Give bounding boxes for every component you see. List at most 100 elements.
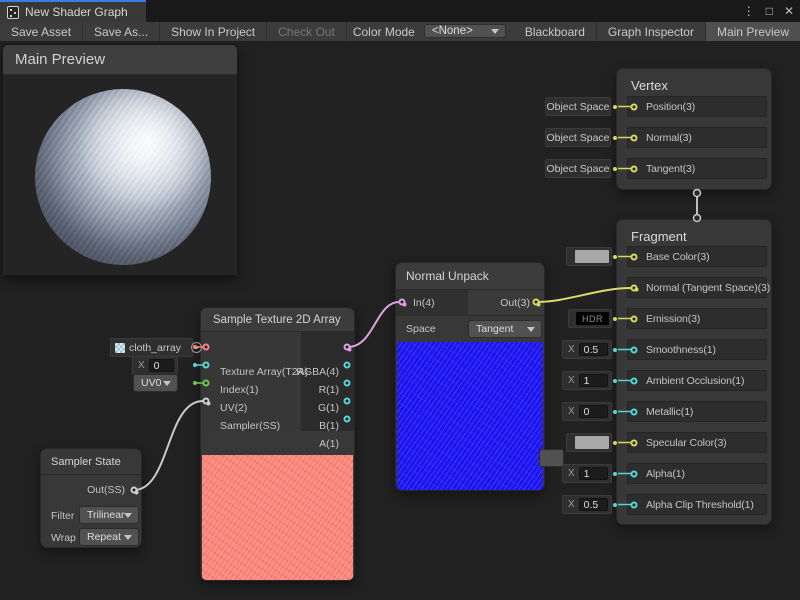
filter-label: Filter: [51, 510, 75, 522]
save-asset-button[interactable]: Save Asset: [0, 22, 84, 41]
uv-channel-dropdown[interactable]: UV0: [133, 374, 178, 392]
more-options-icon[interactable]: ⋮: [742, 4, 755, 18]
cloth-array-pill[interactable]: cloth_array: [110, 338, 202, 357]
blackboard-button[interactable]: Blackboard: [514, 22, 597, 41]
filter-dropdown[interactable]: Trilinear: [79, 506, 139, 524]
show-in-project-button[interactable]: Show In Project: [160, 22, 268, 41]
port-alpha-clip-threshold[interactable]: [630, 501, 638, 508]
slot-smoothness: Smoothness(1): [627, 339, 767, 360]
link-top-circle: [692, 188, 702, 198]
input-label-sampler: Sampler(SS): [220, 420, 281, 432]
port-normal-tangent-space[interactable]: [630, 284, 638, 292]
pill-dot: [613, 471, 617, 476]
alpha-value[interactable]: 1: [578, 467, 608, 480]
node-normal-unpack[interactable]: Normal Unpack In(4) Out(3) Space Tangent: [395, 262, 545, 491]
emission-hdr-swatch[interactable]: HDR: [568, 309, 612, 328]
maximize-icon[interactable]: □: [765, 4, 773, 18]
pill-dot: [613, 104, 617, 109]
color-swatch[interactable]: [575, 436, 609, 449]
port-specular-color[interactable]: [630, 439, 638, 446]
sample-texture-title[interactable]: Sample Texture 2D Array: [201, 308, 354, 332]
port-rgba-out[interactable]: [343, 343, 351, 351]
port-vertex-tangent[interactable]: [630, 165, 638, 172]
color-mode-value: <None>: [431, 25, 473, 37]
pill-dot: [613, 316, 617, 321]
port-texture-array-in[interactable]: [202, 343, 210, 351]
in-port-box: [396, 290, 468, 316]
port-metallic[interactable]: [630, 408, 638, 415]
space-pill-tangent[interactable]: Object Space: [545, 159, 611, 178]
port-b-out[interactable]: [343, 397, 351, 405]
port-index-in[interactable]: [202, 361, 210, 369]
port-emission[interactable]: [630, 315, 638, 322]
pill-dot: [613, 502, 617, 507]
node-vertex[interactable]: Vertex Position(3) Normal(3) Tangent(3): [616, 68, 772, 190]
wrap-dropdown[interactable]: Repeat: [79, 528, 139, 546]
chevron-down-icon: [527, 327, 535, 332]
preview-sphere[interactable]: [35, 89, 211, 265]
slot-label: Specular Color(3): [646, 436, 727, 449]
sampler-state-title[interactable]: Sampler State: [41, 449, 141, 475]
ambient-occlusion-value[interactable]: 1: [578, 374, 608, 387]
pill-dot: [613, 409, 617, 414]
color-swatch[interactable]: [575, 250, 609, 263]
space-dropdown[interactable]: Tangent: [468, 320, 542, 338]
sample-texture-body: Texture Array(T2A) Index(1) UV(2) Sample…: [201, 332, 354, 450]
port-ambient-occlusion[interactable]: [630, 377, 638, 384]
port-sampler-in[interactable]: [202, 397, 210, 405]
wrap-label: Wrap: [51, 532, 76, 544]
specular-color-swatch[interactable]: [566, 433, 612, 452]
graph-inspector-button[interactable]: Graph Inspector: [597, 22, 706, 41]
normal-unpack-ports: In(4) Out(3): [396, 290, 544, 316]
base-color-swatch[interactable]: [566, 247, 612, 266]
output-label-r: R(1): [318, 384, 339, 396]
uv-channel-value: UV0: [141, 377, 162, 389]
port-base-color[interactable]: [630, 253, 638, 260]
pill-dot: [193, 381, 197, 385]
slot-label: Ambient Occlusion(1): [646, 374, 745, 387]
smoothness-value[interactable]: 0.5: [578, 343, 608, 356]
port-r-out[interactable]: [343, 361, 351, 369]
space-pill-position[interactable]: Object Space: [545, 97, 611, 116]
wire-rgba-to-in[interactable]: [347, 301, 400, 348]
shader-graph-icon: [7, 5, 19, 19]
metallic-value[interactable]: 0: [578, 405, 608, 418]
port-a-out[interactable]: [343, 415, 351, 423]
port-unpack-in[interactable]: [398, 298, 406, 306]
hdr-color-swatch[interactable]: HDR: [576, 312, 609, 325]
node-sampler-state[interactable]: Sampler State Out(SS) Filter Trilinear W…: [40, 448, 564, 548]
port-alpha[interactable]: [630, 470, 638, 477]
node-sample-texture-2d-array[interactable]: Sample Texture 2D Array Texture Array(T2…: [200, 307, 355, 581]
output-label-b: B(1): [319, 420, 339, 432]
color-mode-dropdown[interactable]: <None>: [423, 24, 506, 38]
main-preview-title: Main Preview: [15, 51, 106, 68]
alpha-input: X 1: [562, 464, 612, 483]
chevron-down-icon: [124, 535, 132, 540]
port-vertex-position[interactable]: [630, 103, 638, 110]
wire-sampler-state[interactable]: [133, 400, 204, 491]
port-vertex-normal[interactable]: [630, 134, 638, 141]
close-icon[interactable]: ✕: [783, 4, 794, 18]
space-pill-normal[interactable]: Object Space: [545, 128, 611, 147]
normal-unpack-title[interactable]: Normal Unpack: [396, 263, 544, 290]
slot-label: Base Color(3): [646, 250, 710, 263]
input-label-uv: UV(2): [220, 402, 248, 414]
out-label: Out(3): [500, 297, 530, 309]
port-g-out[interactable]: [343, 379, 351, 387]
slot-alpha-clip: Alpha Clip Threshold(1): [627, 494, 767, 515]
chevron-down-icon: [490, 29, 499, 34]
main-preview-button[interactable]: Main Preview: [705, 22, 800, 41]
node-fragment[interactable]: Fragment Base Color(3) Normal (Tangent S…: [616, 219, 772, 525]
main-preview-header[interactable]: Main Preview: [3, 45, 237, 75]
alpha-clip-value[interactable]: 0.5: [578, 498, 608, 511]
out-ss-label: Out(SS): [87, 484, 125, 496]
index-value[interactable]: 0: [148, 359, 174, 372]
port-smoothness[interactable]: [630, 346, 638, 353]
save-as-button[interactable]: Save As...: [83, 22, 161, 41]
port-sampler-state-out[interactable]: [130, 486, 138, 494]
tab-shader-graph[interactable]: New Shader Graph: [0, 0, 146, 22]
in-label: In(4): [413, 297, 435, 309]
port-uv-in[interactable]: [202, 379, 210, 387]
window-controls: ⋮ □ ✕: [743, 0, 794, 22]
port-unpack-out[interactable]: [532, 298, 540, 306]
